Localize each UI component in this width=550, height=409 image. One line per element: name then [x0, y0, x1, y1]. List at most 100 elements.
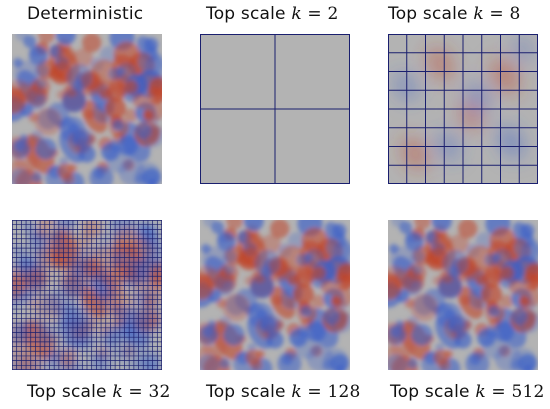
cool-blob	[519, 223, 535, 239]
label-value: 512	[511, 382, 545, 402]
cool-blob	[518, 354, 538, 370]
label-k: k	[473, 4, 484, 24]
cool-blob	[329, 310, 350, 334]
cool-blob	[55, 34, 76, 45]
warm-blob	[272, 295, 283, 306]
cool-blob	[31, 172, 42, 183]
label-value: 2	[327, 4, 339, 24]
warm-blob	[244, 276, 254, 286]
cool-blob	[101, 142, 120, 161]
cool-blob	[469, 353, 481, 366]
warm-blob	[245, 349, 262, 366]
warm-blob	[222, 293, 250, 322]
cool-blob	[517, 310, 538, 334]
label-eq: =	[301, 382, 328, 402]
cool-blob	[330, 354, 350, 370]
warm-blob	[499, 294, 514, 309]
panel-label-k32: Top scale k = 32	[27, 382, 171, 402]
cool-blob	[71, 127, 94, 151]
warm-blob	[57, 163, 74, 180]
warm-blob	[334, 272, 350, 291]
label-k: k	[291, 4, 302, 24]
cool-blob	[431, 220, 452, 231]
field-svg	[12, 220, 162, 370]
warm-blob	[214, 322, 226, 334]
warm-blob	[460, 295, 471, 306]
warm-blob	[320, 279, 336, 295]
field-panel-deterministic	[12, 34, 162, 184]
cool-blob	[322, 359, 335, 370]
warm-blob	[49, 254, 62, 267]
warm-blob	[433, 349, 450, 366]
cool-blob	[202, 325, 215, 338]
cool-blob	[36, 265, 47, 276]
warm-blob	[84, 295, 95, 306]
field-panel-k128	[200, 220, 350, 370]
cool-blob	[243, 220, 264, 231]
cool-blob	[211, 221, 224, 234]
grid-lines	[12, 220, 162, 370]
cool-blob	[407, 358, 418, 369]
field-panel-k32	[12, 220, 162, 370]
warm-blob	[501, 266, 515, 280]
cool-blob	[259, 313, 282, 337]
warm-blob	[489, 227, 516, 254]
warm-blob	[200, 265, 218, 290]
warm-blob	[313, 266, 327, 280]
cool-blob	[437, 302, 448, 313]
warm-blob	[26, 136, 38, 148]
field-svg	[388, 34, 538, 184]
field-blobs	[388, 220, 538, 370]
cool-blob	[93, 167, 105, 180]
warm-blob	[458, 220, 478, 239]
cool-blob	[410, 249, 425, 264]
cool-blob	[28, 232, 48, 252]
cool-blob	[12, 168, 32, 184]
warm-blob	[402, 322, 414, 334]
warm-blob	[270, 220, 290, 239]
cool-blob	[23, 221, 36, 234]
warm-blob	[57, 232, 77, 252]
cool-blob	[487, 305, 500, 317]
field-svg	[200, 34, 350, 184]
warm-blob	[125, 80, 139, 94]
warm-blob	[49, 68, 62, 81]
field-panel-k2	[200, 34, 350, 184]
cool-blob	[412, 265, 423, 276]
label-prefix: Top scale	[390, 382, 476, 402]
warm-blob	[132, 93, 148, 109]
cool-blob	[66, 64, 93, 91]
warm-blob	[143, 100, 162, 122]
field-panel-k512	[388, 220, 538, 370]
cool-blob	[249, 302, 260, 313]
cool-blob	[134, 173, 147, 184]
field-svg	[12, 34, 162, 184]
label-k: k	[475, 382, 486, 402]
cool-blob	[224, 265, 235, 276]
label-eq: =	[301, 4, 328, 24]
cool-blob	[299, 305, 312, 317]
warm-blob	[508, 279, 524, 295]
cool-blob	[55, 220, 76, 231]
grid-lines	[388, 34, 538, 184]
cool-blob	[219, 358, 230, 369]
label-prefix: Top scale	[388, 4, 474, 24]
warm-blob	[57, 46, 77, 66]
panel-label-k2: Top scale k = 2	[206, 4, 339, 24]
warm-blob	[460, 103, 481, 130]
cool-blob	[28, 46, 48, 66]
cool-blob	[34, 138, 57, 160]
cool-blob	[222, 249, 237, 264]
warm-blob	[301, 227, 328, 254]
cool-blob	[410, 324, 433, 346]
warm-blob	[123, 294, 138, 309]
cool-blob	[492, 248, 513, 269]
warm-blob	[410, 293, 438, 322]
cool-blob	[99, 46, 117, 64]
warm-blob	[388, 265, 406, 290]
label-title: Deterministic	[27, 4, 144, 24]
label-eq: =	[122, 382, 149, 402]
cool-blob	[14, 325, 27, 338]
warm-blob	[237, 254, 250, 267]
cool-blob	[475, 232, 493, 250]
